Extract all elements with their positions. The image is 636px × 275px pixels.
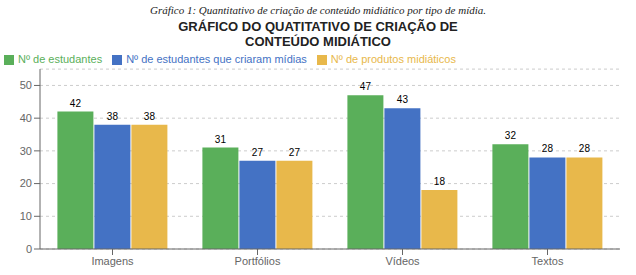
svg-text:Vídeos: Vídeos: [385, 255, 420, 267]
svg-text:38: 38: [144, 111, 156, 122]
svg-text:18: 18: [434, 176, 446, 187]
svg-text:31: 31: [215, 134, 227, 145]
svg-text:28: 28: [542, 143, 554, 154]
svg-text:47: 47: [360, 81, 372, 92]
svg-text:0: 0: [26, 243, 32, 255]
html-text:Gráfico 1: Quantitativo de cri: Gráfico 1: Quantitativo de criação de co…: [150, 4, 486, 16]
svg-text:20: 20: [20, 177, 32, 189]
html-text:Nº de estudantes que criaram m: Nº de estudantes que criaram mídias: [126, 53, 307, 65]
svg-text:10: 10: [20, 210, 32, 222]
html-text:GRÁFICO DO QUATITATIVO DE CRIA: GRÁFICO DO QUATITATIVO DE CRIAÇÃO DE: [178, 19, 458, 34]
svg-text:28: 28: [579, 143, 591, 154]
svg-text:32: 32: [505, 130, 517, 141]
svg-text:50: 50: [20, 79, 32, 91]
html-text:Nº de estudantes: Nº de estudantes: [18, 53, 103, 65]
svg-text:38: 38: [107, 111, 119, 122]
html-text:CONTEÚDO MIDIÁTICO: CONTEÚDO MIDIÁTICO: [245, 34, 391, 49]
svg-text:40: 40: [20, 112, 32, 124]
svg-text:Imagens: Imagens: [91, 255, 134, 267]
svg-text:Portfólios: Portfólios: [235, 255, 281, 267]
svg-text:27: 27: [252, 147, 264, 158]
html-text:Nº de produtos midiáticos: Nº de produtos midiáticos: [330, 53, 456, 65]
svg-text:43: 43: [397, 94, 409, 105]
svg-text:Textos: Textos: [532, 255, 564, 267]
svg-text:42: 42: [70, 98, 82, 109]
svg-text:27: 27: [289, 147, 301, 158]
svg-text:30: 30: [20, 145, 32, 157]
